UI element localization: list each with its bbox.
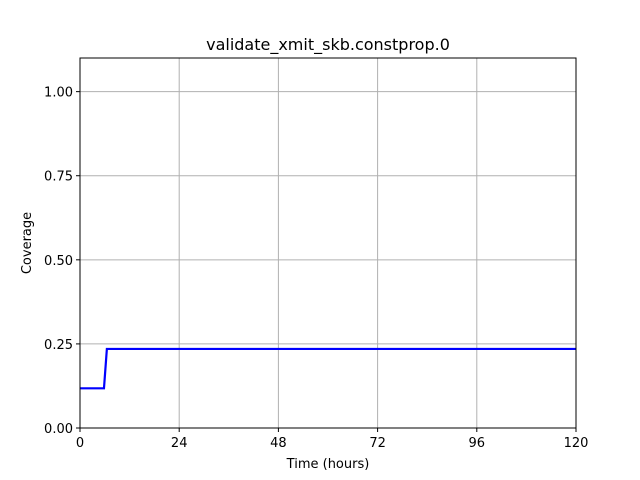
coverage-series-line [80, 347, 576, 390]
y-tick-label: 1.00 [44, 86, 73, 101]
x-tick-label: 72 [369, 436, 386, 451]
x-axis-ticks: 0 24 48 72 96 120 [76, 428, 589, 451]
y-tick-label: 0.50 [44, 254, 73, 269]
y-tick-label: 0.00 [44, 422, 73, 437]
x-tick-label: 24 [171, 436, 188, 451]
plot-area-frame [79, 57, 577, 429]
x-tick-label: 120 [564, 436, 589, 451]
x-tick-label: 48 [270, 436, 287, 451]
x-tick-label: 96 [469, 436, 486, 451]
series-layer [80, 347, 576, 390]
y-axis-label: Coverage [20, 212, 35, 274]
x-tick-label: 0 [76, 436, 84, 451]
y-tick-label: 0.25 [44, 338, 73, 353]
chart-title: validate_xmit_skb.constprop.0 [206, 35, 450, 55]
x-axis-label: Time (hours) [286, 457, 370, 472]
y-axis-ticks: 0.00 0.25 0.50 0.75 1.00 [44, 86, 80, 437]
y-tick-label: 0.75 [44, 170, 73, 185]
